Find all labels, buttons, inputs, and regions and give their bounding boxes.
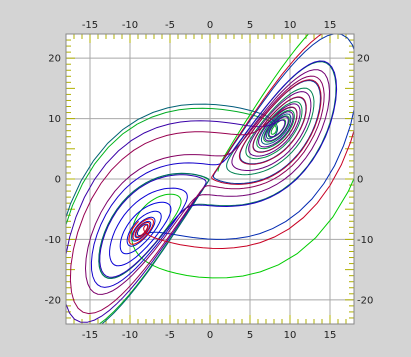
y-tick-label-right: -10 — [357, 235, 373, 246]
y-tick-label-left: -10 — [45, 235, 61, 246]
trajectory-segment — [231, 91, 312, 171]
trajectory-segment — [258, 111, 294, 148]
lorenz-trajectory — [66, 34, 354, 324]
trajectory-segment — [248, 103, 301, 157]
x-tick-label-bottom: -5 — [165, 330, 175, 341]
y-tick-label-left: 20 — [48, 54, 61, 65]
trajectory-segment — [119, 201, 172, 260]
x-tick-label-top: 5 — [247, 20, 253, 31]
trajectory-segment — [137, 107, 277, 135]
x-tick-label-top: -5 — [165, 20, 175, 31]
trajectory-segment — [128, 218, 154, 245]
trajectory-segment — [252, 106, 298, 153]
trajectory-segment — [230, 87, 315, 176]
trajectory-segment — [147, 75, 325, 166]
trajectory-segment — [111, 172, 210, 217]
trajectory-segment — [143, 34, 354, 250]
x-tick-label-top: -10 — [122, 20, 138, 31]
x-tick-label-top: -15 — [82, 20, 98, 31]
trajectory-segment — [109, 187, 188, 267]
trajectory-segment — [137, 107, 354, 240]
y-tick-label-right: 10 — [357, 114, 370, 125]
trajectory-segment — [264, 116, 289, 142]
x-tick-label-top: 10 — [284, 20, 297, 31]
trajectory-segment — [131, 220, 152, 242]
trajectory-segment — [66, 103, 226, 324]
trajectory-segment — [224, 105, 284, 140]
trajectory-segment — [260, 112, 292, 145]
trajectory-segment — [131, 34, 354, 279]
plot-border — [65, 33, 355, 325]
trajectory-segment — [69, 120, 270, 315]
x-tick-label-bottom: -10 — [122, 330, 138, 341]
trajectory-segment — [90, 159, 226, 288]
trajectory-segment — [152, 174, 207, 262]
plot-area: -15 -15 -10 -10 -5 -5 0 0 5 5 10 10 15 15 -20 -20 -10 -10… — [45, 20, 374, 341]
y-tick-label-right: -20 — [357, 295, 373, 306]
y-tick-label-right: 0 — [357, 175, 363, 186]
x-tick-label-bottom: -15 — [82, 330, 98, 341]
trajectory-segment — [99, 174, 203, 278]
trajectory-segment — [268, 118, 286, 138]
y-tick-label-right: 20 — [357, 54, 370, 65]
y-tick-label-left: -20 — [45, 295, 61, 306]
x-tick-label-bottom: 0 — [207, 330, 213, 341]
trajectory-segment — [211, 97, 266, 182]
trajectory-segment — [238, 96, 307, 165]
x-tick-label-bottom: 15 — [324, 330, 337, 341]
x-tick-label-bottom: 5 — [247, 330, 253, 341]
x-tick-label-top: 0 — [207, 20, 213, 31]
trajectory-segment — [125, 210, 162, 255]
y-tick-label-left: 10 — [48, 114, 61, 125]
trajectory-segment — [256, 109, 295, 150]
x-tick-label-top: 15 — [324, 20, 337, 31]
trajectory-segment — [172, 126, 319, 232]
y-tick-label-left: 0 — [55, 175, 61, 186]
x-tick-label-bottom: 10 — [284, 330, 297, 341]
trajectory-segment — [245, 101, 303, 160]
trajectory-segment — [202, 60, 338, 208]
trajectory-segment — [135, 223, 148, 238]
trajectory-segment — [127, 216, 156, 247]
trajectory-segment — [217, 79, 322, 185]
trajectory-segment — [132, 221, 151, 241]
trajectory-segment — [263, 115, 290, 143]
